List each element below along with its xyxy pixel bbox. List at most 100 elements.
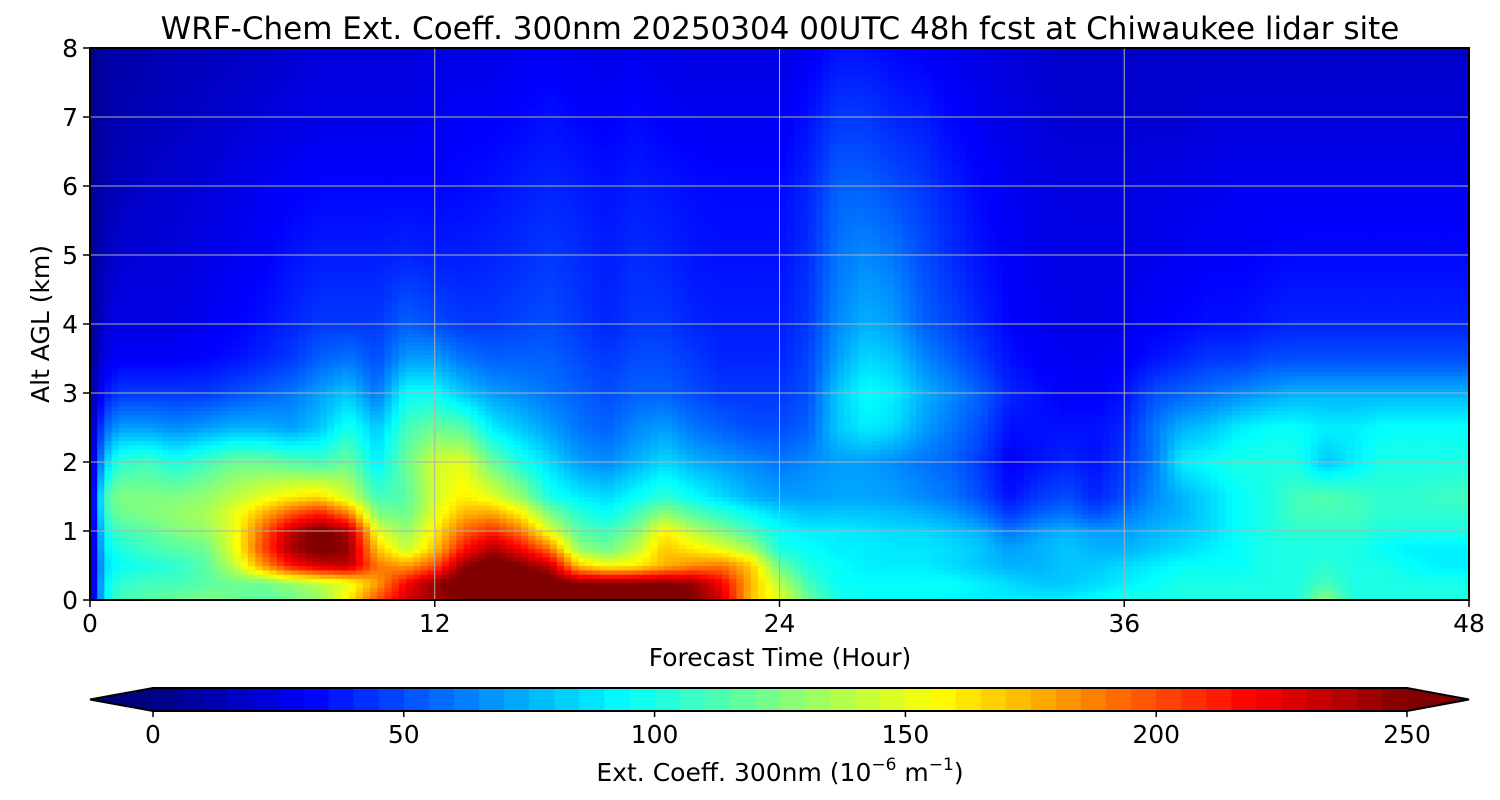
heatmap-cell	[1318, 518, 1326, 523]
heatmap-cell	[550, 574, 558, 579]
heatmap-cell	[1419, 553, 1427, 558]
heatmap-cell	[1009, 518, 1017, 523]
heatmap-cell	[909, 544, 917, 549]
heatmap-cell	[1117, 578, 1125, 583]
heatmap-cell	[112, 578, 120, 583]
heatmap-cell	[1074, 492, 1082, 497]
heatmap-cell	[384, 570, 392, 575]
heatmap-cell	[1426, 501, 1434, 506]
heatmap-cell	[1383, 578, 1391, 583]
heatmap-cell	[499, 557, 507, 562]
heatmap-cell	[507, 587, 515, 592]
heatmap-cell	[492, 531, 500, 536]
heatmap-cell	[140, 591, 148, 596]
heatmap-cell	[859, 492, 867, 497]
heatmap-cell	[1440, 591, 1448, 596]
heatmap-cell	[1210, 505, 1218, 510]
heatmap-cell	[722, 535, 730, 540]
heatmap-cell	[327, 514, 335, 519]
heatmap-cell	[586, 514, 594, 519]
heatmap-cell	[736, 531, 744, 536]
heatmap-cell	[485, 501, 493, 506]
heatmap-cell	[90, 505, 98, 510]
heatmap-cell	[492, 553, 500, 558]
heatmap-cell	[140, 561, 148, 566]
heatmap-cell	[973, 492, 981, 497]
heatmap-cell	[1282, 518, 1290, 523]
heatmap-cell	[1060, 553, 1068, 558]
heatmap-cell	[1146, 553, 1154, 558]
heatmap-cell	[327, 591, 335, 596]
heatmap-cell	[880, 505, 888, 510]
heatmap-cell	[1289, 514, 1297, 519]
heatmap-cell	[198, 531, 206, 536]
heatmap-cell	[406, 583, 414, 588]
heatmap-cell	[1045, 578, 1053, 583]
heatmap-cell	[657, 505, 665, 510]
heatmap-cell	[183, 591, 191, 596]
heatmap-cell	[521, 574, 529, 579]
heatmap-cell	[614, 570, 622, 575]
heatmap-cell	[1404, 488, 1412, 493]
heatmap-cell	[327, 540, 335, 545]
heatmap-cell	[1311, 557, 1319, 562]
heatmap-cell	[1325, 544, 1333, 549]
heatmap-cell	[700, 505, 708, 510]
heatmap-cell	[880, 587, 888, 592]
heatmap-cell	[298, 553, 306, 558]
heatmap-cell	[384, 492, 392, 497]
heatmap-cell	[866, 501, 874, 506]
heatmap-cell	[442, 540, 450, 545]
heatmap-cell	[722, 583, 730, 588]
heatmap-cell	[815, 492, 823, 497]
heatmap-cell	[248, 578, 256, 583]
heatmap-cell	[478, 548, 486, 553]
heatmap-cell	[1024, 591, 1032, 596]
heatmap-cell	[320, 531, 328, 536]
heatmap-cell	[607, 578, 615, 583]
heatmap-cell	[744, 540, 752, 545]
heatmap-cell	[97, 509, 105, 514]
heatmap-cell	[1318, 570, 1326, 575]
heatmap-cell	[909, 522, 917, 527]
heatmap-cell	[1361, 587, 1369, 592]
heatmap-cell	[823, 587, 831, 592]
heatmap-cell	[471, 531, 479, 536]
heatmap-cell	[700, 501, 708, 506]
heatmap-cell	[564, 535, 572, 540]
heatmap-cell	[327, 509, 335, 514]
heatmap-cell	[672, 509, 680, 514]
heatmap-cell	[1282, 497, 1290, 502]
heatmap-cell	[780, 578, 788, 583]
heatmap-cell	[1232, 557, 1240, 562]
heatmap-cell	[923, 591, 931, 596]
heatmap-cell	[341, 535, 349, 540]
heatmap-cell	[930, 501, 938, 506]
heatmap-cell	[1340, 488, 1348, 493]
heatmap-cell	[499, 583, 507, 588]
heatmap-cell	[119, 566, 127, 571]
heatmap-cell	[621, 574, 629, 579]
heatmap-cell	[693, 587, 701, 592]
heatmap-cell	[873, 553, 881, 558]
heatmap-cell	[1361, 488, 1369, 493]
heatmap-cell	[183, 544, 191, 549]
heatmap-cell	[808, 587, 816, 592]
heatmap-cell	[1160, 583, 1168, 588]
heatmap-cell	[1146, 522, 1154, 527]
heatmap-cell	[636, 492, 644, 497]
heatmap-cell	[1088, 544, 1096, 549]
heatmap-cell	[241, 531, 249, 536]
heatmap-cell	[1124, 492, 1132, 497]
heatmap-cell	[277, 501, 285, 506]
heatmap-cell	[507, 518, 515, 523]
heatmap-cell	[672, 531, 680, 536]
heatmap-cell	[952, 540, 960, 545]
heatmap-cell	[629, 531, 637, 536]
heatmap-cell	[420, 578, 428, 583]
heatmap-cell	[643, 540, 651, 545]
heatmap-cell	[298, 591, 306, 596]
heatmap-cell	[995, 522, 1003, 527]
heatmap-cell	[176, 574, 184, 579]
heatmap-cell	[1433, 561, 1441, 566]
